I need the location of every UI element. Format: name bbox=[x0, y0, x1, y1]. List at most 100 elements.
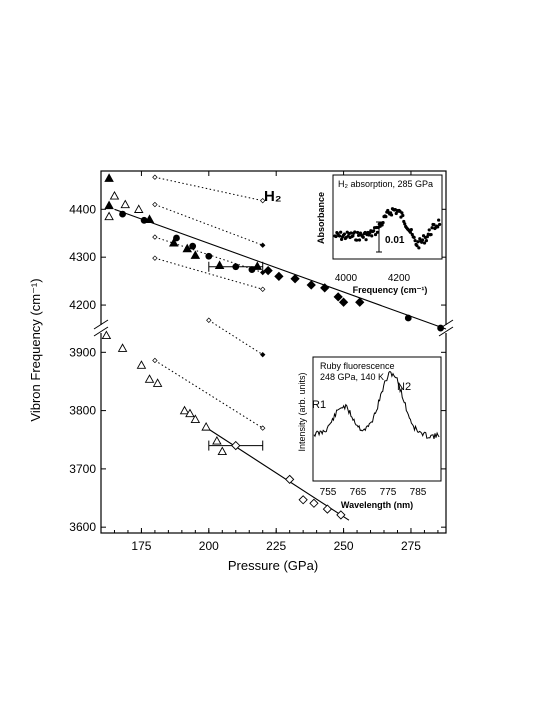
inset-absorption-point bbox=[432, 223, 436, 227]
y-tick-label: 4300 bbox=[69, 250, 96, 264]
inset-absorption-point bbox=[394, 211, 398, 216]
inset-absorption-point bbox=[334, 234, 338, 239]
dotted-line-endpoint bbox=[152, 255, 158, 261]
open-diamond-point bbox=[309, 498, 319, 508]
dotted-line bbox=[154, 360, 263, 429]
y-axis-label: Vibron Frequency (cm⁻¹) bbox=[28, 278, 43, 421]
filled-triangle-point bbox=[182, 243, 193, 253]
inset-absorption-point bbox=[421, 238, 425, 242]
filled-triangle-point bbox=[104, 200, 114, 210]
dotted-line-endpoint bbox=[152, 234, 158, 240]
inset-absorption-point bbox=[356, 233, 361, 238]
filled-triangle-point bbox=[214, 260, 225, 269]
inset-absorption-point bbox=[353, 230, 357, 234]
inset-absorption-tick-4200: 4200 bbox=[388, 273, 411, 284]
inset-absorption-point bbox=[372, 229, 376, 233]
h2-annotation: H₂ bbox=[264, 188, 282, 205]
open-triangle-point bbox=[133, 204, 144, 213]
inset-absorption-xlabel: Frequency (cm⁻¹) bbox=[353, 285, 428, 295]
filled-diamond-point bbox=[333, 292, 343, 302]
dotted-line-endpoint bbox=[152, 174, 158, 180]
open-triangle-point bbox=[117, 343, 128, 352]
x-axis-label: Pressure (GPa) bbox=[228, 558, 318, 573]
open-diamond-point bbox=[285, 474, 295, 485]
inset-absorption-point bbox=[416, 240, 420, 244]
inset-absorption-point bbox=[356, 230, 360, 235]
inset-absorption-scale-label: 0.01 bbox=[385, 235, 405, 246]
open-triangle-point bbox=[109, 190, 120, 200]
filled-diamond-point bbox=[355, 297, 365, 307]
inset-ruby-spectrum bbox=[313, 370, 440, 440]
inset-absorption-point bbox=[430, 226, 434, 230]
open-triangle-point bbox=[179, 405, 190, 415]
filled-circle-point bbox=[232, 263, 240, 271]
filled-diamond-point bbox=[306, 280, 316, 290]
inset-absorption-point bbox=[409, 228, 413, 232]
axis-break bbox=[93, 319, 455, 337]
axis-ticks: 175 200 225 250 275 4200 4300 4400 3600 3700 3800 3… bbox=[69, 171, 446, 553]
dotted-line-endpoint bbox=[206, 317, 212, 323]
inset-absorption-point bbox=[427, 228, 431, 232]
open-triangle-point bbox=[144, 374, 155, 383]
inset-absorption-point bbox=[338, 234, 342, 238]
inset-ruby: Ruby fluorescence 248 GPa, 140 K Intensi… bbox=[297, 356, 442, 510]
open-triangle-point bbox=[217, 446, 228, 456]
open-triangle-point bbox=[104, 211, 114, 221]
filled-triangle-point bbox=[252, 261, 263, 270]
dotted-line bbox=[154, 204, 263, 246]
inset-absorption-point bbox=[424, 239, 429, 243]
dotted-line bbox=[208, 319, 263, 356]
open-diamond-point bbox=[336, 510, 346, 520]
inset-absorption-point bbox=[415, 244, 419, 248]
dotted-line-endpoint bbox=[260, 425, 266, 431]
inset-absorption-tick-4000: 4000 bbox=[335, 273, 358, 284]
y-tick-label: 3700 bbox=[69, 462, 96, 476]
inset-ruby-tick-765: 765 bbox=[350, 487, 367, 498]
fit-line-lower bbox=[208, 428, 350, 521]
open-diamond-point bbox=[298, 495, 308, 505]
dotted-line bbox=[154, 176, 263, 202]
inset-absorption-point bbox=[361, 235, 365, 239]
inset-absorption-point bbox=[417, 246, 421, 250]
inset-ruby-title: Ruby fluorescence bbox=[320, 361, 395, 371]
filled-circle-point bbox=[189, 242, 197, 250]
inset-absorption-point bbox=[412, 235, 416, 240]
open-triangle-point bbox=[212, 435, 222, 445]
filled-diamond-point bbox=[263, 265, 273, 276]
dotted-line-endpoint bbox=[260, 242, 266, 248]
inset-ruby-peak-r1: R1 bbox=[312, 399, 326, 411]
filled-triangle-point bbox=[104, 173, 114, 182]
inset-absorption-point bbox=[437, 218, 441, 222]
x-tick-label: 275 bbox=[401, 539, 421, 553]
inset-absorption-point bbox=[436, 225, 440, 229]
filled-circle-point bbox=[404, 314, 412, 322]
inset-absorption-point bbox=[429, 232, 433, 237]
dotted-line bbox=[154, 257, 263, 290]
inset-absorption-point bbox=[381, 221, 385, 225]
y-tick-label: 3900 bbox=[69, 345, 96, 359]
inset-absorption-point bbox=[339, 237, 344, 242]
open-triangle-point bbox=[190, 414, 201, 423]
x-tick-label: 250 bbox=[334, 539, 354, 553]
inset-absorption-point bbox=[389, 213, 394, 217]
inset-absorption-point bbox=[351, 234, 355, 238]
open-triangle-point bbox=[185, 408, 195, 418]
open-triangle-point bbox=[152, 378, 163, 387]
dotted-line-endpoint bbox=[260, 197, 266, 204]
x-tick-label: 175 bbox=[131, 539, 151, 553]
filled-diamond-point bbox=[320, 283, 330, 293]
inset-absorption-point bbox=[403, 222, 407, 226]
open-triangle-point bbox=[136, 360, 147, 369]
filled-circle-point bbox=[248, 266, 256, 274]
filled-triangle-point bbox=[190, 250, 201, 259]
inset-absorption-point bbox=[408, 230, 412, 234]
dotted-line-endpoint bbox=[152, 357, 158, 364]
open-triangle-point bbox=[120, 199, 131, 209]
fit-line-upper bbox=[114, 208, 447, 330]
dotted-line-endpoint bbox=[260, 351, 266, 358]
inset-absorption-point bbox=[425, 235, 429, 239]
dotted-line-endpoint bbox=[152, 201, 158, 208]
inset-absorption-point bbox=[363, 230, 367, 235]
filled-triangle-point bbox=[169, 237, 179, 247]
